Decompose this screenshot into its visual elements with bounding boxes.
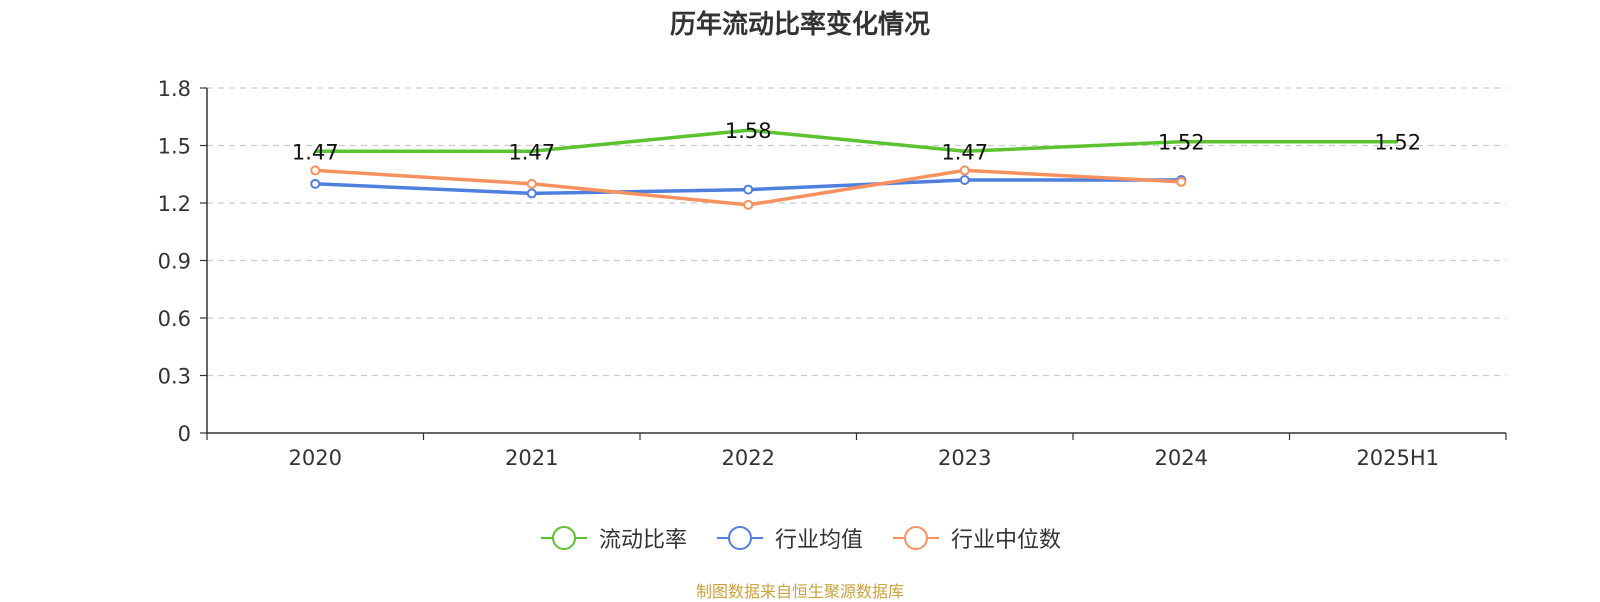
data-point — [959, 165, 970, 176]
data-point — [526, 188, 537, 199]
legend-label: 流动比率 — [598, 528, 687, 553]
data-label: 1.52 — [1158, 131, 1205, 155]
data-label: 1.52 — [1374, 131, 1421, 155]
y-tick-label: 0.6 — [158, 307, 191, 331]
data-point — [743, 199, 754, 210]
y-tick-label: 0 — [178, 422, 191, 446]
data-point — [526, 178, 537, 189]
data-point — [959, 175, 970, 185]
y-tick-label: 1.2 — [158, 192, 191, 216]
y-tick-label: 0.3 — [158, 365, 191, 389]
data-source-note: 制图数据来自恒生聚源数据库 — [695, 582, 904, 601]
x-tick-label: 2023 — [938, 446, 991, 470]
legend-label: 行业均值 — [774, 528, 863, 553]
chart-title: 历年流动比率变化情况 — [669, 10, 930, 40]
data-label: 1.47 — [292, 140, 339, 164]
y-tick-label: 1.5 — [158, 135, 191, 159]
x-tick-label: 2020 — [289, 446, 342, 470]
legend-item-1[interactable]: 行业均值 — [715, 522, 863, 554]
series — [310, 128, 1398, 210]
data-point — [743, 184, 754, 195]
x-tick-label: 2022 — [722, 446, 775, 470]
legend-item-0[interactable]: 流动比率 — [539, 522, 687, 554]
x-tick-label: 2024 — [1155, 446, 1208, 470]
y-tick-label: 1.8 — [158, 77, 191, 101]
x-tick-label: 2021 — [505, 446, 558, 470]
data-label: 1.58 — [725, 119, 772, 143]
legend-item-2[interactable]: 行业中位数 — [891, 522, 1061, 554]
x-tick-label: 2025H1 — [1356, 446, 1439, 470]
series-line-0 — [315, 128, 1398, 154]
legend-marker-icon — [716, 526, 763, 550]
legend-label: 行业中位数 — [951, 528, 1062, 553]
axes: 0 0.3 0.6 0.9 1.2 1.5 1.8 2020 2021 2022 2023 2024 2… — [158, 77, 1507, 470]
legend-marker-icon — [893, 526, 939, 550]
y-tick-label: 0.9 — [158, 250, 191, 274]
grid-lines — [207, 87, 1506, 377]
data-label: 1.47 — [941, 140, 988, 164]
data-label: 1.47 — [508, 140, 555, 164]
legend-circle — [551, 526, 576, 550]
legend: 流动比率 行业均值 行业中位数 — [0, 520, 1600, 556]
legend-circle — [904, 526, 928, 550]
legend-marker-icon — [540, 526, 587, 550]
data-point — [1176, 176, 1187, 187]
data-labels: 1.47 1.47 1.58 1.47 1.52 1.52 — [292, 119, 1421, 164]
data-point — [310, 178, 321, 189]
legend-circle — [727, 526, 752, 550]
data-point — [310, 165, 321, 176]
